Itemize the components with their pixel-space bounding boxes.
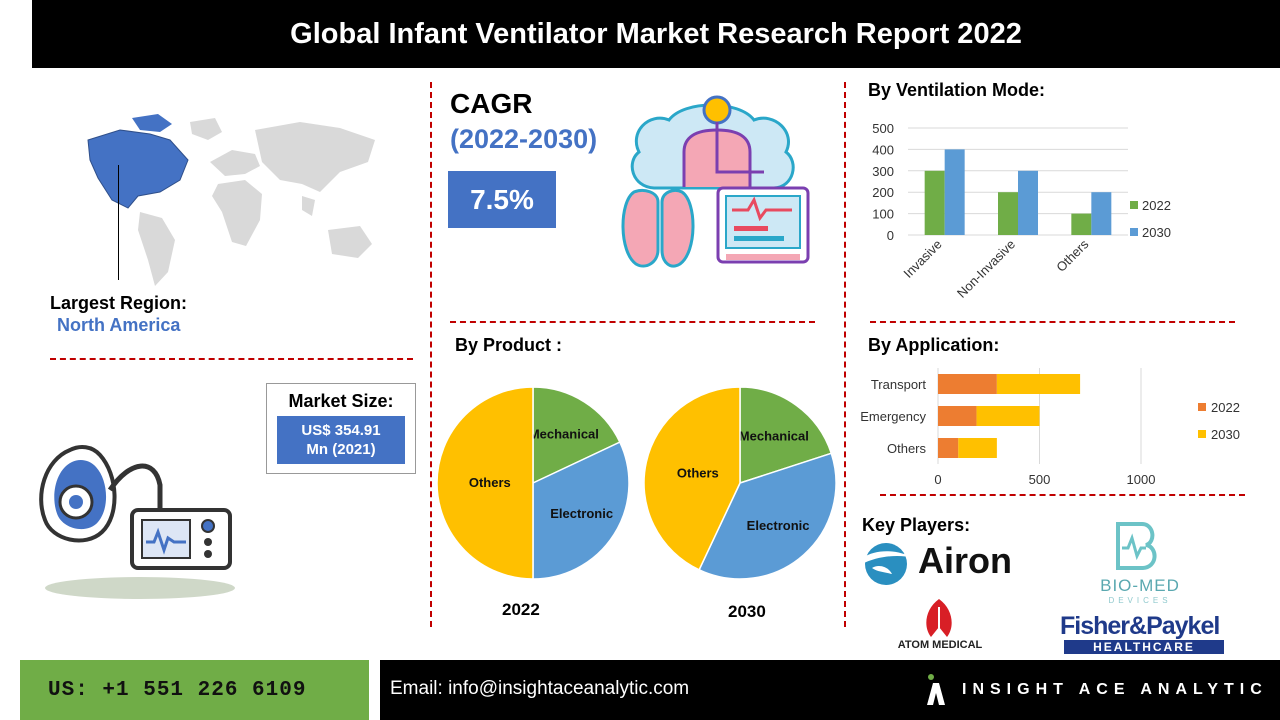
key-players-heading: Key Players: (862, 515, 971, 535)
product-heading: By Product : (455, 335, 563, 355)
y-tick-label: Others (887, 441, 927, 456)
divider-mode (870, 321, 1235, 323)
bar-2022 (998, 192, 1018, 235)
bar-2022 (938, 438, 959, 458)
y-tick-label: Transport (871, 377, 927, 392)
legend-label: 2022 (1211, 400, 1240, 415)
footer-bar: Email: info@insightaceanalytic.com INSIG… (380, 660, 1280, 720)
pie-slice-label: Others (469, 475, 511, 490)
bar-2030 (958, 438, 997, 458)
airon-logo: Airon (858, 538, 1018, 588)
y-tick-label: 200 (872, 185, 894, 200)
legend-label: 2030 (1142, 225, 1171, 240)
fisher-paykel-name: Fisher&Paykel (1060, 612, 1220, 640)
pie-slice-label: Electronic (550, 506, 613, 521)
pie-slice (532, 386, 621, 485)
ventilation-mode-chart: 0 100 200 300 400 500 Invasive Non-Invasive Othe… (872, 121, 1171, 301)
bio-med-name: BIO-MED (1100, 576, 1180, 595)
y-tick-label: 0 (887, 228, 894, 243)
legend-swatch (1130, 228, 1138, 236)
market-size-card: Market Size: US$ 354.91 Mn (2021) (266, 383, 416, 474)
legend-label: 2022 (1142, 198, 1171, 213)
bar-2030 (1018, 170, 1038, 235)
pie-slice (643, 386, 741, 571)
divider-cagr (450, 321, 815, 323)
atom-medical-mark-icon (926, 599, 952, 637)
cagr-label: CAGR (450, 88, 533, 119)
product-pie-2022: Mechanical Electronic Others (436, 386, 630, 580)
divider-left (430, 82, 432, 627)
pie-slice (698, 452, 837, 580)
y-tick-label: 400 (872, 142, 894, 157)
footer-brand: INSIGHT ACE ANALYTIC (962, 681, 1268, 698)
pie-slice-label: Electronic (747, 518, 810, 533)
ventilator-device-icon (39, 445, 235, 599)
ventilation-mode-heading: By Ventilation Mode: (868, 80, 1046, 100)
market-size-label: Market Size: (288, 391, 394, 411)
bio-med-sub: DEVICES (1108, 596, 1172, 605)
bar-2022 (938, 374, 997, 394)
bar-2030 (976, 406, 1040, 426)
market-size-value-line2: Mn (2021) (306, 441, 376, 458)
legend-label: 2030 (1211, 427, 1240, 442)
x-tick-label: Invasive (900, 237, 944, 281)
application-heading: By Application: (868, 335, 1000, 355)
footer-phone: US: +1 551 226 6109 (20, 660, 369, 720)
y-tick-label: 500 (872, 121, 894, 136)
pie-slice-label: Mechanical (529, 426, 599, 441)
application-chart: 0 500 1000 Transport Emergency Others 2022 2030 (860, 368, 1240, 487)
atom-medical-logo: ATOM MEDICAL (885, 597, 995, 657)
bar-2030 (996, 374, 1081, 394)
bar-2022 (1071, 213, 1092, 235)
fisher-paykel-logo: Fisher&Paykel HEALTHCARE (1060, 612, 1230, 658)
footer-email: Email: info@insightaceanalytic.com (390, 678, 690, 699)
lungs-monitor-icon (621, 95, 810, 268)
pie-2022-year-label: 2022 (502, 600, 540, 619)
airon-mark-icon (862, 543, 914, 585)
pie-slice-label: Mechanical (739, 428, 809, 443)
pie-slice (739, 386, 833, 485)
legend-swatch (1130, 201, 1138, 209)
y-tick-label: 300 (872, 164, 894, 179)
product-pie-2030: Mechanical Electronic Others (643, 386, 837, 580)
bio-med-logo: BIO-MED DEVICES (1090, 518, 1190, 608)
pie-slice-label: Others (677, 466, 719, 481)
bio-med-mark-icon (1116, 522, 1157, 570)
region-pointer-line (118, 165, 119, 280)
divider-application (880, 494, 1245, 496)
y-tick-label: Emergency (860, 409, 926, 424)
insight-ace-logo-icon (927, 674, 945, 705)
divider-region (50, 358, 413, 360)
pie-2030-year-label: 2030 (728, 602, 766, 621)
airon-name: Airon (918, 540, 1012, 581)
bar-2030 (944, 149, 965, 235)
atom-medical-name: ATOM MEDICAL (897, 639, 983, 651)
divider-right (844, 82, 846, 627)
page-title: Global Infant Ventilator Market Research… (32, 0, 1280, 68)
market-size-value: US$ 354.91 Mn (2021) (277, 416, 405, 464)
bar-2030 (1091, 192, 1112, 235)
bar-2022 (924, 170, 945, 235)
legend-swatch (1198, 430, 1206, 438)
pie-slice (532, 441, 630, 580)
cagr-years: (2022-2030) (450, 124, 598, 154)
market-size-value-line1: US$ 354.91 (301, 422, 381, 439)
x-tick-label: 1000 (1127, 472, 1156, 487)
pie-slice (436, 386, 534, 580)
region-label: Largest Region: (50, 293, 188, 313)
x-tick-label: Others (1053, 236, 1092, 275)
legend-swatch (1198, 403, 1206, 411)
x-tick-label: Non-Invasive (954, 237, 1018, 301)
bar-2022 (938, 406, 977, 426)
x-tick-label: 0 (934, 472, 941, 487)
cagr-value: 7.5% (448, 171, 556, 228)
y-tick-label: 100 (872, 207, 894, 222)
x-tick-label: 500 (1029, 472, 1051, 487)
world-map-icon (87, 114, 375, 286)
region-value: North America (57, 315, 181, 335)
fisher-paykel-sub: HEALTHCARE (1064, 640, 1224, 654)
